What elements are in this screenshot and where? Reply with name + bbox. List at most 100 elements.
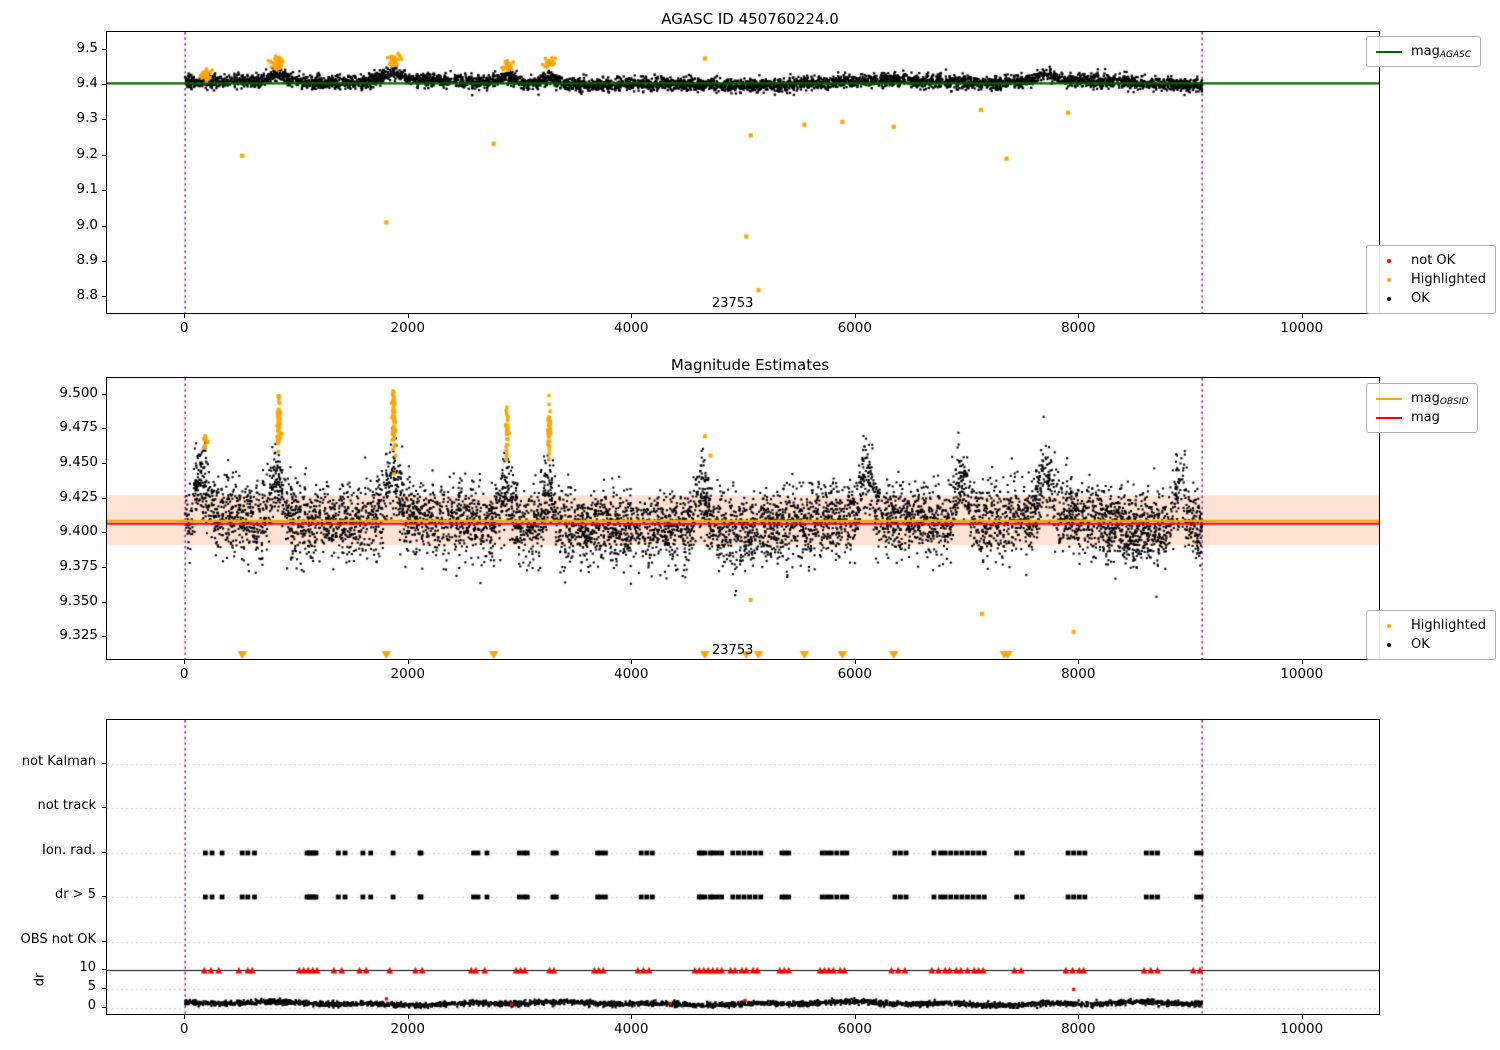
panel1-xtick-0: 0 [179,320,189,336]
panel2-obsid-annotation: 23753 [712,643,754,658]
panel3-plot-canvas [107,720,1379,1014]
panel3-xtick-2000: 2000 [390,1021,425,1037]
panel1-ytick-9.0: 9.0 [76,216,98,233]
panel2-plot-canvas [107,378,1379,659]
red-dot-swatch-icon [1376,258,1402,263]
legend-label-ok-2: OK [1411,637,1430,652]
legend-label-mag: mag [1411,410,1440,425]
orange-dot-swatch-icon [1376,277,1402,282]
panel2-xtick-8000: 8000 [1061,666,1096,682]
legend-label-highlighted: Highlighted [1411,272,1486,287]
panel2-ytick-mark [102,393,106,395]
legend-item-highlighted[interactable]: Highlighted [1376,270,1486,289]
panel1-ytick-mark [102,296,106,298]
legend-item-mag[interactable]: mag [1376,408,1468,427]
panel1-xtick-mark [184,314,186,318]
panel2-ytick-9.450: 9.450 [59,454,98,470]
panel3-dr-ytick-5: 5 [87,979,96,994]
panel1-xtick-4000: 4000 [614,320,649,336]
panel3-xtick-4000: 4000 [614,1021,649,1037]
panel2-xtick-0: 0 [179,666,189,682]
panel2-title: Magnitude Estimates [670,356,830,374]
panel3-xtick-mark [1078,1015,1080,1019]
panel1-xtick-mark [1301,314,1303,318]
panel3-flag-tick [102,896,106,897]
panel3-axes [106,719,1380,1015]
panel2-xtick-mark [184,660,186,664]
panel1-xtick-2000: 2000 [390,320,425,336]
panel1-ytick-mark [102,260,106,262]
legend-label-highlighted-2: Highlighted [1411,618,1486,633]
panel3-dr-axis-label: dr [32,972,48,987]
panel3-xtick-8000: 8000 [1061,1021,1096,1037]
panel1-ytick-mark [102,119,106,121]
red-line-swatch-icon [1376,416,1402,419]
panel2-ytick-mark [102,497,106,499]
panel1-title: AGASC ID 450760224.0 [661,10,839,28]
panel1-ytick-mark [102,225,106,227]
legend-label-ok: OK [1411,291,1430,306]
panel2-xtick-mark [407,660,409,664]
panel3-flag-label-not-track: not track [37,798,96,813]
panel3-dr-ytick-0: 0 [87,998,96,1013]
panel1-xtick-mark [407,314,409,318]
panel1-xtick-mark [854,314,856,318]
panel2-xtick-10000: 10000 [1280,666,1324,682]
panel1-xtick-8000: 8000 [1061,320,1096,336]
legend-item-ok-2[interactable]: OK [1376,635,1486,654]
panel2-ytick-mark [102,428,106,430]
panel2-ytick-mark [102,636,106,638]
panel1-xtick-10000: 10000 [1280,320,1324,336]
panel1-ytick-9.4: 9.4 [76,75,98,92]
panel1-plot-canvas [107,32,1379,313]
panel2-ytick-mark [102,601,106,603]
legend-item-mag-agasc[interactable]: magAGASC [1376,42,1471,61]
panel1-ytick-9.3: 9.3 [76,110,98,127]
legend-item-mag-obsid[interactable]: magOBSID [1376,389,1468,408]
panel1-ytick-mark [102,48,106,50]
black-dot-swatch-icon [1376,296,1402,301]
panel3-xtick-mark [184,1015,186,1019]
panel1-ytick-mark [102,154,106,156]
black-dot-swatch-icon [1376,642,1402,647]
panel2-ytick-9.400: 9.400 [59,523,98,540]
panel2-xtick-mark [631,660,633,664]
panel1-legend-points[interactable]: not OK Highlighted OK [1366,245,1496,314]
panel2-legend-points[interactable]: Highlighted OK [1366,610,1496,660]
panel3-xtick-mark [1301,1015,1303,1019]
panel3-flag-tick [102,941,106,942]
panel3-dr-tick [102,969,106,970]
legend-item-not-ok[interactable]: not OK [1376,251,1486,270]
legend-label-not-ok: not OK [1411,253,1456,268]
panel1-ytick-9.5: 9.5 [76,39,98,56]
panel3-dr-tick [102,988,106,989]
panel3-flag-label-not-kalman: not Kalman [21,754,96,769]
panel1-ytick-mark [102,190,106,192]
orange-dot-swatch-icon [1376,623,1402,628]
green-line-swatch-icon [1376,50,1402,53]
panel2-ytick-9.475: 9.475 [59,419,98,436]
panel1-ytick-9.1: 9.1 [76,181,98,198]
legend-item-highlighted-2[interactable]: Highlighted [1376,616,1486,635]
panel1-xtick-6000: 6000 [837,320,872,336]
panel2-xtick-6000: 6000 [837,666,872,682]
panel2-ytick-mark [102,532,106,534]
panel2-xtick-4000: 4000 [614,666,649,682]
panel2-ytick-9.350: 9.350 [59,592,98,609]
panel2-axes [106,377,1380,660]
legend-item-ok[interactable]: OK [1376,289,1486,308]
panel2-xtick-mark [854,660,856,664]
panel1-ytick-8.8: 8.8 [76,287,98,304]
panel3-dr-ytick-10: 10 [79,960,96,975]
panel3-flag-tick [102,807,106,808]
panel3-flag-tick [102,763,106,764]
panel1-ytick-8.9: 8.9 [76,251,98,268]
panel2-xtick-2000: 2000 [390,666,425,682]
panel2-xtick-mark [1078,660,1080,664]
panel2-legend-lines[interactable]: magOBSID mag [1366,383,1479,433]
panel1-legend-magagsc[interactable]: magAGASC [1366,36,1482,67]
panel2-xtick-mark [1301,660,1303,664]
panel2-ytick-9.500: 9.500 [59,384,98,401]
panel3-dr-tick [102,1007,106,1008]
